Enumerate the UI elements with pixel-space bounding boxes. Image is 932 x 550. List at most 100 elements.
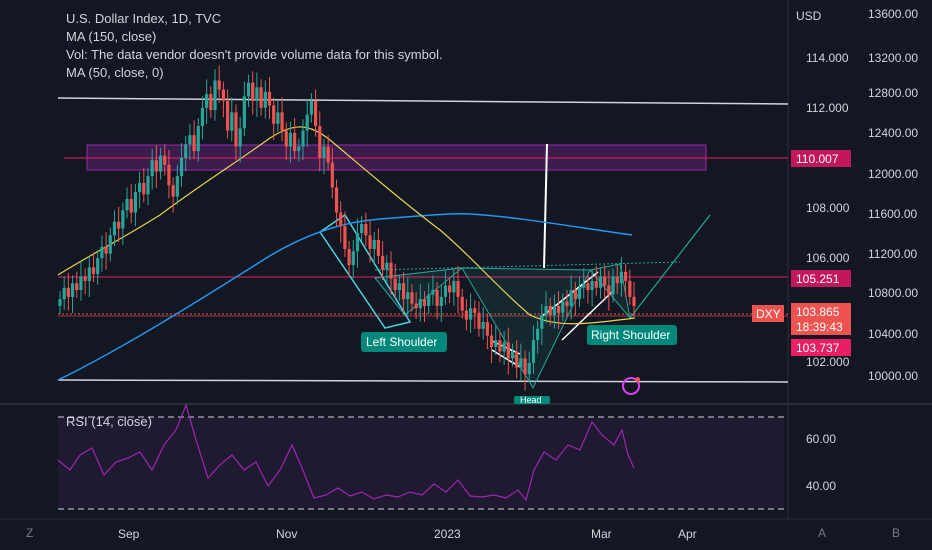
- candle-body: [536, 328, 540, 341]
- secondary-price-tick: 10800.00: [868, 286, 918, 300]
- candle-body: [158, 155, 163, 172]
- candle-body: [628, 280, 632, 297]
- candle-body: [561, 301, 565, 313]
- candle-body: [297, 146, 301, 152]
- candle-body: [167, 164, 171, 186]
- rsi-scale: 60.00 40.00: [806, 432, 836, 493]
- log-scale-button[interactable]: B: [892, 526, 901, 540]
- measured-move: [543, 143, 548, 269]
- candle-body: [376, 239, 381, 256]
- candle-body: [184, 144, 188, 158]
- resistance-label-box: [791, 150, 851, 167]
- candle-body: [343, 226, 347, 250]
- candle-body: [188, 135, 192, 145]
- candle-body: [288, 132, 293, 147]
- head-badge: [514, 396, 550, 404]
- candle-body: [213, 80, 217, 111]
- legend-ma50[interactable]: MA (50, close, 0): [66, 65, 164, 80]
- candle-body: [368, 235, 372, 250]
- candle-body: [205, 94, 209, 108]
- price-tick: 102.000: [806, 355, 850, 369]
- candle-body: [79, 276, 83, 291]
- ma-value-box: [791, 339, 851, 356]
- candle-body: [410, 292, 414, 304]
- zoom-button[interactable]: Z: [26, 526, 34, 540]
- candle-body: [464, 310, 469, 320]
- candle-body: [443, 285, 448, 297]
- price-tick: 106.000: [806, 251, 850, 265]
- candle-body: [515, 351, 519, 368]
- candle-body: [569, 290, 573, 306]
- candle-body: [452, 280, 456, 293]
- candle-body: [200, 107, 205, 127]
- target-projection: [629, 214, 711, 319]
- price-tick: 108.000: [806, 201, 850, 215]
- candle-body: [322, 146, 326, 158]
- time-tick: Apr: [678, 527, 697, 541]
- candle-body: [330, 162, 334, 188]
- candle-body: [494, 340, 498, 347]
- candle-body: [334, 187, 339, 213]
- neckline-label: 105.251: [796, 272, 840, 286]
- candle-body: [259, 87, 263, 108]
- candle-body: [326, 146, 330, 163]
- secondary-price-tick: 13600.00: [868, 7, 918, 21]
- candle-body: [192, 135, 196, 152]
- candle-body: [154, 160, 158, 172]
- candle-body: [66, 287, 70, 297]
- candle-body: [489, 335, 494, 347]
- candle-body: [108, 235, 112, 254]
- candle-body: [121, 210, 125, 229]
- candles-group: [58, 65, 636, 391]
- candle-body: [234, 112, 238, 147]
- last-price-box: [791, 303, 851, 335]
- time-tick: Nov: [276, 527, 297, 541]
- rsi-tick: 40.00: [806, 479, 836, 493]
- candle-body: [75, 283, 79, 291]
- candle-body: [129, 198, 133, 213]
- candle-body: [527, 362, 531, 375]
- candle-body: [83, 276, 87, 281]
- candle-body: [448, 285, 452, 293]
- legend-volume[interactable]: Vol: The data vendor doesn't provide vol…: [66, 47, 443, 62]
- candle-body: [280, 112, 284, 131]
- candle-body: [552, 305, 556, 316]
- candle-body: [351, 251, 355, 265]
- ma50-line: [57, 126, 636, 325]
- candle-body: [523, 358, 527, 375]
- right-shoulder-badge: [587, 325, 677, 345]
- secondary-price-scale: 13600.00 13200.00 12800.00 12400.00 12000.00…: [868, 7, 918, 383]
- legend: U.S. Dollar Index, 1D, TVC MA (150, clos…: [66, 10, 443, 82]
- hs-neckline: [374, 261, 681, 271]
- secondary-price-tick: 10400.00: [868, 327, 918, 341]
- legend-title[interactable]: U.S. Dollar Index, 1D, TVC: [66, 11, 222, 26]
- price-tick: 114.000: [806, 51, 849, 65]
- time-tick: Mar: [591, 527, 612, 541]
- ma-value: 103.737: [796, 341, 840, 355]
- auto-scale-button[interactable]: A: [818, 526, 827, 540]
- time-axis: Sep Nov 2023 Mar Apr: [118, 527, 697, 541]
- candle-body: [238, 128, 242, 147]
- legend-ma150[interactable]: MA (150, close): [66, 29, 157, 44]
- candle-body: [150, 160, 154, 177]
- candle-body: [427, 294, 431, 306]
- candle-body: [313, 100, 318, 127]
- candle-body: [477, 312, 481, 329]
- candle-body: [91, 267, 96, 275]
- candle-body: [372, 239, 376, 250]
- support-line: [57, 379, 789, 383]
- lightning-icon[interactable]: [622, 377, 640, 395]
- candle-body: [598, 276, 603, 288]
- secondary-price-tick: 12400.00: [868, 126, 918, 140]
- candle-body: [163, 155, 167, 165]
- candle-body: [112, 221, 117, 236]
- rsi-legend[interactable]: RSI (14, close): [66, 414, 152, 429]
- candle-body: [519, 358, 523, 368]
- candle-body: [251, 82, 255, 101]
- candle-body: [284, 130, 288, 147]
- candle-body: [267, 91, 272, 106]
- candle-body: [498, 340, 502, 352]
- candle-body: [586, 283, 590, 291]
- candle-body: [339, 212, 343, 227]
